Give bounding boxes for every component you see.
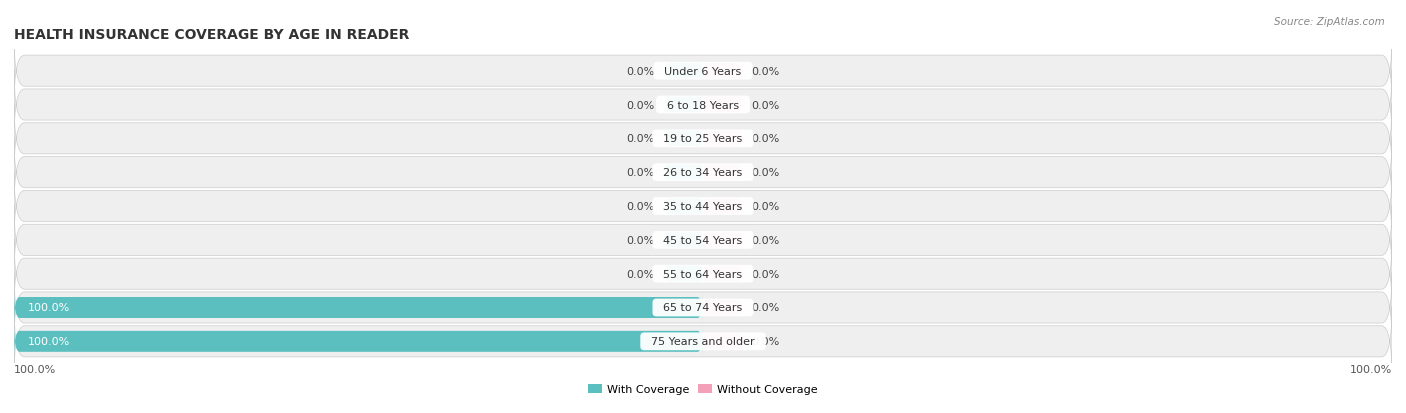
Text: 100.0%: 100.0% (14, 364, 56, 374)
FancyBboxPatch shape (14, 291, 703, 324)
FancyBboxPatch shape (14, 138, 1392, 208)
FancyBboxPatch shape (703, 131, 741, 147)
Text: 0.0%: 0.0% (751, 202, 779, 211)
Text: 0.0%: 0.0% (751, 303, 779, 313)
FancyBboxPatch shape (703, 199, 741, 214)
FancyBboxPatch shape (703, 64, 741, 79)
Text: 0.0%: 0.0% (627, 66, 655, 76)
Text: 100.0%: 100.0% (28, 303, 70, 313)
FancyBboxPatch shape (703, 334, 741, 349)
FancyBboxPatch shape (665, 98, 703, 113)
Text: 0.0%: 0.0% (751, 66, 779, 76)
FancyBboxPatch shape (14, 205, 1392, 275)
FancyBboxPatch shape (14, 36, 1392, 107)
FancyBboxPatch shape (14, 104, 1392, 174)
Text: 100.0%: 100.0% (1350, 364, 1392, 374)
Text: 0.0%: 0.0% (627, 202, 655, 211)
FancyBboxPatch shape (14, 171, 1392, 242)
Text: 0.0%: 0.0% (627, 235, 655, 245)
Text: 0.0%: 0.0% (751, 235, 779, 245)
FancyBboxPatch shape (703, 300, 741, 315)
Text: 55 to 64 Years: 55 to 64 Years (657, 269, 749, 279)
Legend: With Coverage, Without Coverage: With Coverage, Without Coverage (583, 380, 823, 399)
Text: 19 to 25 Years: 19 to 25 Years (657, 134, 749, 144)
FancyBboxPatch shape (665, 266, 703, 282)
Text: 65 to 74 Years: 65 to 74 Years (657, 303, 749, 313)
FancyBboxPatch shape (665, 64, 703, 79)
Text: 6 to 18 Years: 6 to 18 Years (659, 100, 747, 110)
Text: 100.0%: 100.0% (28, 337, 70, 347)
FancyBboxPatch shape (665, 199, 703, 214)
Text: 35 to 44 Years: 35 to 44 Years (657, 202, 749, 211)
FancyBboxPatch shape (703, 266, 741, 282)
Text: 0.0%: 0.0% (751, 134, 779, 144)
Text: 0.0%: 0.0% (627, 134, 655, 144)
Text: 0.0%: 0.0% (751, 100, 779, 110)
FancyBboxPatch shape (703, 98, 741, 113)
FancyBboxPatch shape (703, 233, 741, 248)
Text: 0.0%: 0.0% (751, 337, 779, 347)
FancyBboxPatch shape (14, 325, 703, 358)
FancyBboxPatch shape (14, 70, 1392, 140)
Text: 0.0%: 0.0% (751, 168, 779, 178)
Text: 0.0%: 0.0% (627, 168, 655, 178)
FancyBboxPatch shape (14, 273, 1392, 343)
Text: 0.0%: 0.0% (627, 269, 655, 279)
Text: 0.0%: 0.0% (751, 269, 779, 279)
Text: Source: ZipAtlas.com: Source: ZipAtlas.com (1274, 17, 1385, 26)
FancyBboxPatch shape (665, 165, 703, 180)
FancyBboxPatch shape (14, 306, 1392, 377)
Text: 45 to 54 Years: 45 to 54 Years (657, 235, 749, 245)
FancyBboxPatch shape (665, 233, 703, 248)
Text: 26 to 34 Years: 26 to 34 Years (657, 168, 749, 178)
Text: Under 6 Years: Under 6 Years (658, 66, 748, 76)
FancyBboxPatch shape (14, 239, 1392, 309)
Text: 75 Years and older: 75 Years and older (644, 337, 762, 347)
FancyBboxPatch shape (665, 131, 703, 147)
Text: 0.0%: 0.0% (627, 100, 655, 110)
Text: HEALTH INSURANCE COVERAGE BY AGE IN READER: HEALTH INSURANCE COVERAGE BY AGE IN READ… (14, 28, 409, 41)
FancyBboxPatch shape (703, 165, 741, 180)
